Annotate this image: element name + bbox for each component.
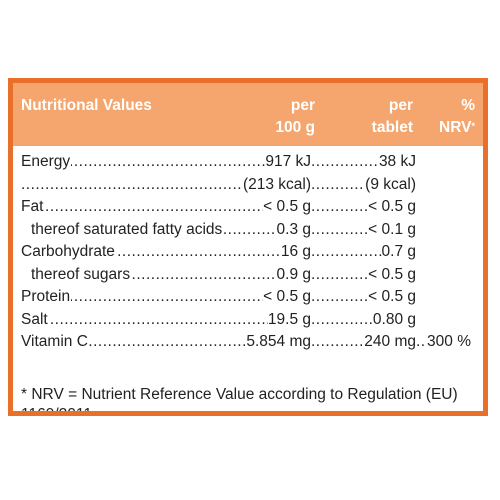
nutrient-label: Salt	[21, 308, 49, 331]
header-divider	[13, 145, 483, 146]
value-per-tablet: 240 mg	[364, 331, 416, 354]
nutrition-label-inner: Nutritional Values per 100 g per tablet …	[13, 83, 483, 411]
value-per-tablet: 38 kJ	[378, 151, 416, 174]
header-per-100g: per 100 g	[245, 95, 315, 139]
value-per-100g: 5.854 mg	[246, 331, 311, 354]
header-nrv-label: NRV	[439, 119, 472, 136]
table-row: Energy 917 kJ 38 kJ	[21, 151, 471, 174]
value-per-100g: < 0.5 g	[263, 286, 311, 309]
header-per-tablet-line1: per	[388, 97, 413, 114]
header-per-tablet: per tablet	[333, 95, 413, 139]
table-row: Vitamin C 5.854 mg 240 mg 300 %	[21, 331, 471, 354]
table-row: Salt 19.5 g 0.80 g	[21, 308, 471, 331]
header-nrv-asterisk: *	[471, 121, 475, 131]
value-per-100g: < 0.5 g	[263, 196, 311, 219]
value-per-100g: 0.9 g	[276, 263, 311, 286]
header-nrv: % NRV*	[415, 95, 475, 139]
nutrient-rows: Energy 917 kJ 38 kJ (213 kcal) (9 kcal) Fat < …	[21, 151, 471, 354]
table-row: thereof sugars 0.9 g < 0.5 g	[21, 263, 471, 286]
value-per-tablet: (9 kcal)	[365, 173, 416, 196]
value-per-100g: 917 kJ	[265, 151, 311, 174]
nutrition-label: Nutritional Values per 100 g per tablet …	[8, 78, 488, 416]
header-per-100g-line2: 100 g	[275, 119, 315, 136]
footnote: * NRV = Nutrient Reference Value accordi…	[21, 386, 458, 411]
nutrient-label: thereof sugars	[21, 263, 132, 286]
value-per-tablet: < 0.5 g	[368, 263, 416, 286]
table-row: thereof saturated fatty acids 0.3 g < 0.1 …	[21, 218, 471, 241]
value-per-tablet: < 0.5 g	[368, 286, 416, 309]
table-row: (213 kcal) (9 kcal)	[21, 173, 471, 196]
nutrient-label: Carbohydrate	[21, 241, 116, 264]
table-row: Fat < 0.5 g < 0.5 g	[21, 196, 471, 219]
nutrient-label: Protein	[21, 286, 72, 309]
table-header: Nutritional Values per 100 g per tablet …	[13, 83, 483, 145]
value-per-100g: 0.3 g	[276, 218, 311, 241]
value-per-100g: 16 g	[280, 241, 311, 264]
header-nrv-line1: %	[461, 97, 475, 114]
nutrient-label: thereof saturated fatty acids	[21, 218, 224, 241]
header-per-100g-line1: per	[290, 97, 315, 114]
table-row: Carbohydrate 16 g 0.7 g	[21, 241, 471, 264]
nutrient-label: Fat	[21, 196, 45, 219]
value-per-tablet: < 0.5 g	[368, 196, 416, 219]
value-per-tablet: < 0.1 g	[368, 218, 416, 241]
value-per-100g: 19.5 g	[267, 308, 311, 331]
value-per-tablet: 0.80 g	[372, 308, 416, 331]
nutrient-label: Vitamin C	[21, 331, 89, 354]
header-name: Nutritional Values	[21, 97, 152, 114]
value-nrv: 300 %	[427, 331, 471, 354]
table-row: Protein < 0.5 g < 0.5 g	[21, 286, 471, 309]
value-per-tablet: 0.7 g	[381, 241, 416, 264]
value-per-100g: (213 kcal)	[242, 173, 311, 196]
header-nrv-line2: NRV*	[415, 117, 475, 139]
header-per-tablet-line2: tablet	[371, 119, 413, 136]
nutrient-label: Energy	[21, 151, 72, 174]
